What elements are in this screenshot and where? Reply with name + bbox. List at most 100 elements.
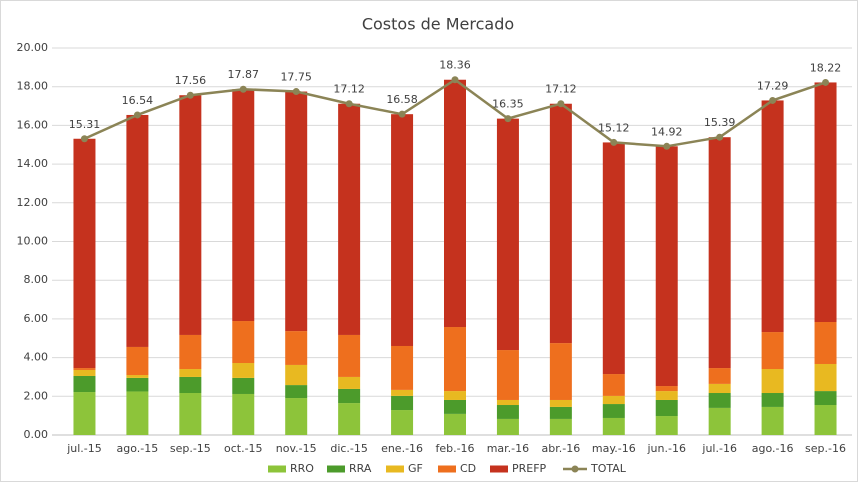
y-tick-label: 18.00 bbox=[17, 80, 49, 93]
x-tick-label: sep.-15 bbox=[170, 442, 211, 455]
bar-segment bbox=[814, 391, 837, 406]
data-label: 18.22 bbox=[810, 61, 842, 74]
bar-segment bbox=[285, 398, 308, 435]
bar-segment bbox=[126, 377, 149, 392]
legend-swatch bbox=[386, 465, 404, 473]
bar-segment bbox=[761, 369, 784, 394]
bar-segment bbox=[496, 350, 519, 400]
y-tick-label: 6.00 bbox=[24, 312, 49, 325]
y-tick-label: 20.00 bbox=[17, 41, 49, 54]
x-tick-label: ago.-15 bbox=[117, 442, 159, 455]
legend-swatch bbox=[268, 465, 286, 473]
bar-segment bbox=[444, 391, 466, 400]
x-tick-label: feb.-16 bbox=[435, 442, 474, 455]
data-label: 16.54 bbox=[122, 94, 154, 107]
bar-segment bbox=[73, 392, 96, 435]
bar-segment bbox=[655, 146, 678, 387]
data-label: 17.75 bbox=[280, 71, 312, 84]
bar-segment bbox=[232, 377, 255, 394]
bar-segment bbox=[655, 399, 678, 417]
bar-segment bbox=[391, 410, 414, 435]
bar-segment bbox=[232, 321, 255, 364]
x-tick-label: dic.-15 bbox=[330, 442, 368, 455]
y-tick-label: 14.00 bbox=[17, 157, 49, 170]
bar-segment bbox=[444, 399, 466, 414]
x-tick-label: nov.-15 bbox=[276, 442, 317, 455]
bar-segment bbox=[708, 368, 731, 384]
data-label: 17.56 bbox=[175, 74, 207, 87]
bar-segment bbox=[814, 405, 837, 435]
bar-segment bbox=[549, 103, 572, 344]
bar-segment bbox=[338, 103, 361, 335]
x-tick-label: jul.-15 bbox=[66, 442, 102, 455]
bar-segment bbox=[179, 369, 202, 377]
bar-segment bbox=[655, 386, 678, 392]
bar-segment bbox=[655, 391, 678, 400]
data-label: 15.12 bbox=[598, 121, 630, 134]
total-marker bbox=[133, 111, 141, 119]
bar-segment bbox=[338, 388, 361, 404]
chart-title: Costos de Mercado bbox=[362, 15, 514, 34]
legend-label: GF bbox=[408, 462, 423, 475]
total-marker bbox=[610, 138, 618, 146]
bar-segment bbox=[285, 91, 308, 332]
bar-segment bbox=[126, 375, 149, 378]
bar-segment bbox=[232, 89, 255, 322]
legend-marker bbox=[571, 465, 579, 473]
bar-segment bbox=[655, 416, 678, 435]
bar-segment bbox=[391, 114, 414, 346]
bar-segment bbox=[338, 403, 361, 435]
bar-segment bbox=[602, 404, 625, 418]
bar-segment bbox=[285, 385, 308, 399]
bar-segment bbox=[708, 137, 731, 369]
bar-segment bbox=[496, 418, 519, 435]
bar-segment bbox=[391, 345, 414, 390]
bar-segment bbox=[549, 406, 572, 419]
data-label: 15.39 bbox=[704, 116, 736, 129]
legend-label: RRO bbox=[290, 462, 314, 475]
bar-segment bbox=[232, 363, 255, 378]
bar-segment bbox=[73, 369, 96, 376]
x-tick-label: may.-16 bbox=[592, 442, 636, 455]
bar-segment bbox=[391, 395, 414, 411]
bar-segment bbox=[444, 327, 466, 392]
bar-segment bbox=[761, 100, 784, 333]
bar-segment bbox=[496, 405, 519, 419]
bar-segment bbox=[444, 413, 466, 435]
bar-segment bbox=[761, 332, 784, 370]
bar-segment bbox=[708, 383, 731, 394]
legend-label: TOTAL bbox=[590, 462, 627, 475]
bar-segment bbox=[708, 393, 731, 408]
bar-segment bbox=[496, 399, 519, 406]
bar-segment bbox=[602, 374, 625, 396]
bar-segment bbox=[232, 393, 255, 435]
total-marker bbox=[716, 133, 724, 141]
x-tick-label: oct.-15 bbox=[224, 442, 263, 455]
data-label: 18.36 bbox=[439, 59, 471, 72]
x-tick-label: mar.-16 bbox=[487, 442, 529, 455]
bar-segment bbox=[708, 407, 731, 435]
bar-segment bbox=[549, 399, 572, 407]
legend-swatch bbox=[490, 465, 508, 473]
bar-segment bbox=[126, 391, 149, 435]
bar-segment bbox=[602, 417, 625, 435]
data-label: 17.87 bbox=[228, 68, 260, 81]
x-tick-label: ago.-16 bbox=[752, 442, 794, 455]
bar-segment bbox=[391, 389, 414, 396]
x-tick-label: abr.-16 bbox=[542, 442, 581, 455]
bar-segment bbox=[285, 364, 308, 386]
bar-segment bbox=[444, 79, 466, 328]
bar-segment bbox=[814, 82, 837, 322]
total-marker bbox=[451, 76, 459, 84]
total-marker bbox=[398, 110, 406, 118]
total-marker bbox=[557, 100, 565, 108]
legend-swatch bbox=[438, 465, 456, 473]
bar-segment bbox=[761, 406, 784, 435]
total-marker bbox=[292, 88, 300, 96]
bar-segment bbox=[73, 368, 96, 370]
y-tick-label: 12.00 bbox=[17, 196, 49, 209]
data-label: 17.12 bbox=[545, 83, 577, 96]
x-tick-label: jul.-16 bbox=[701, 442, 737, 455]
y-tick-label: 4.00 bbox=[24, 351, 49, 364]
bar-segment bbox=[179, 334, 202, 370]
